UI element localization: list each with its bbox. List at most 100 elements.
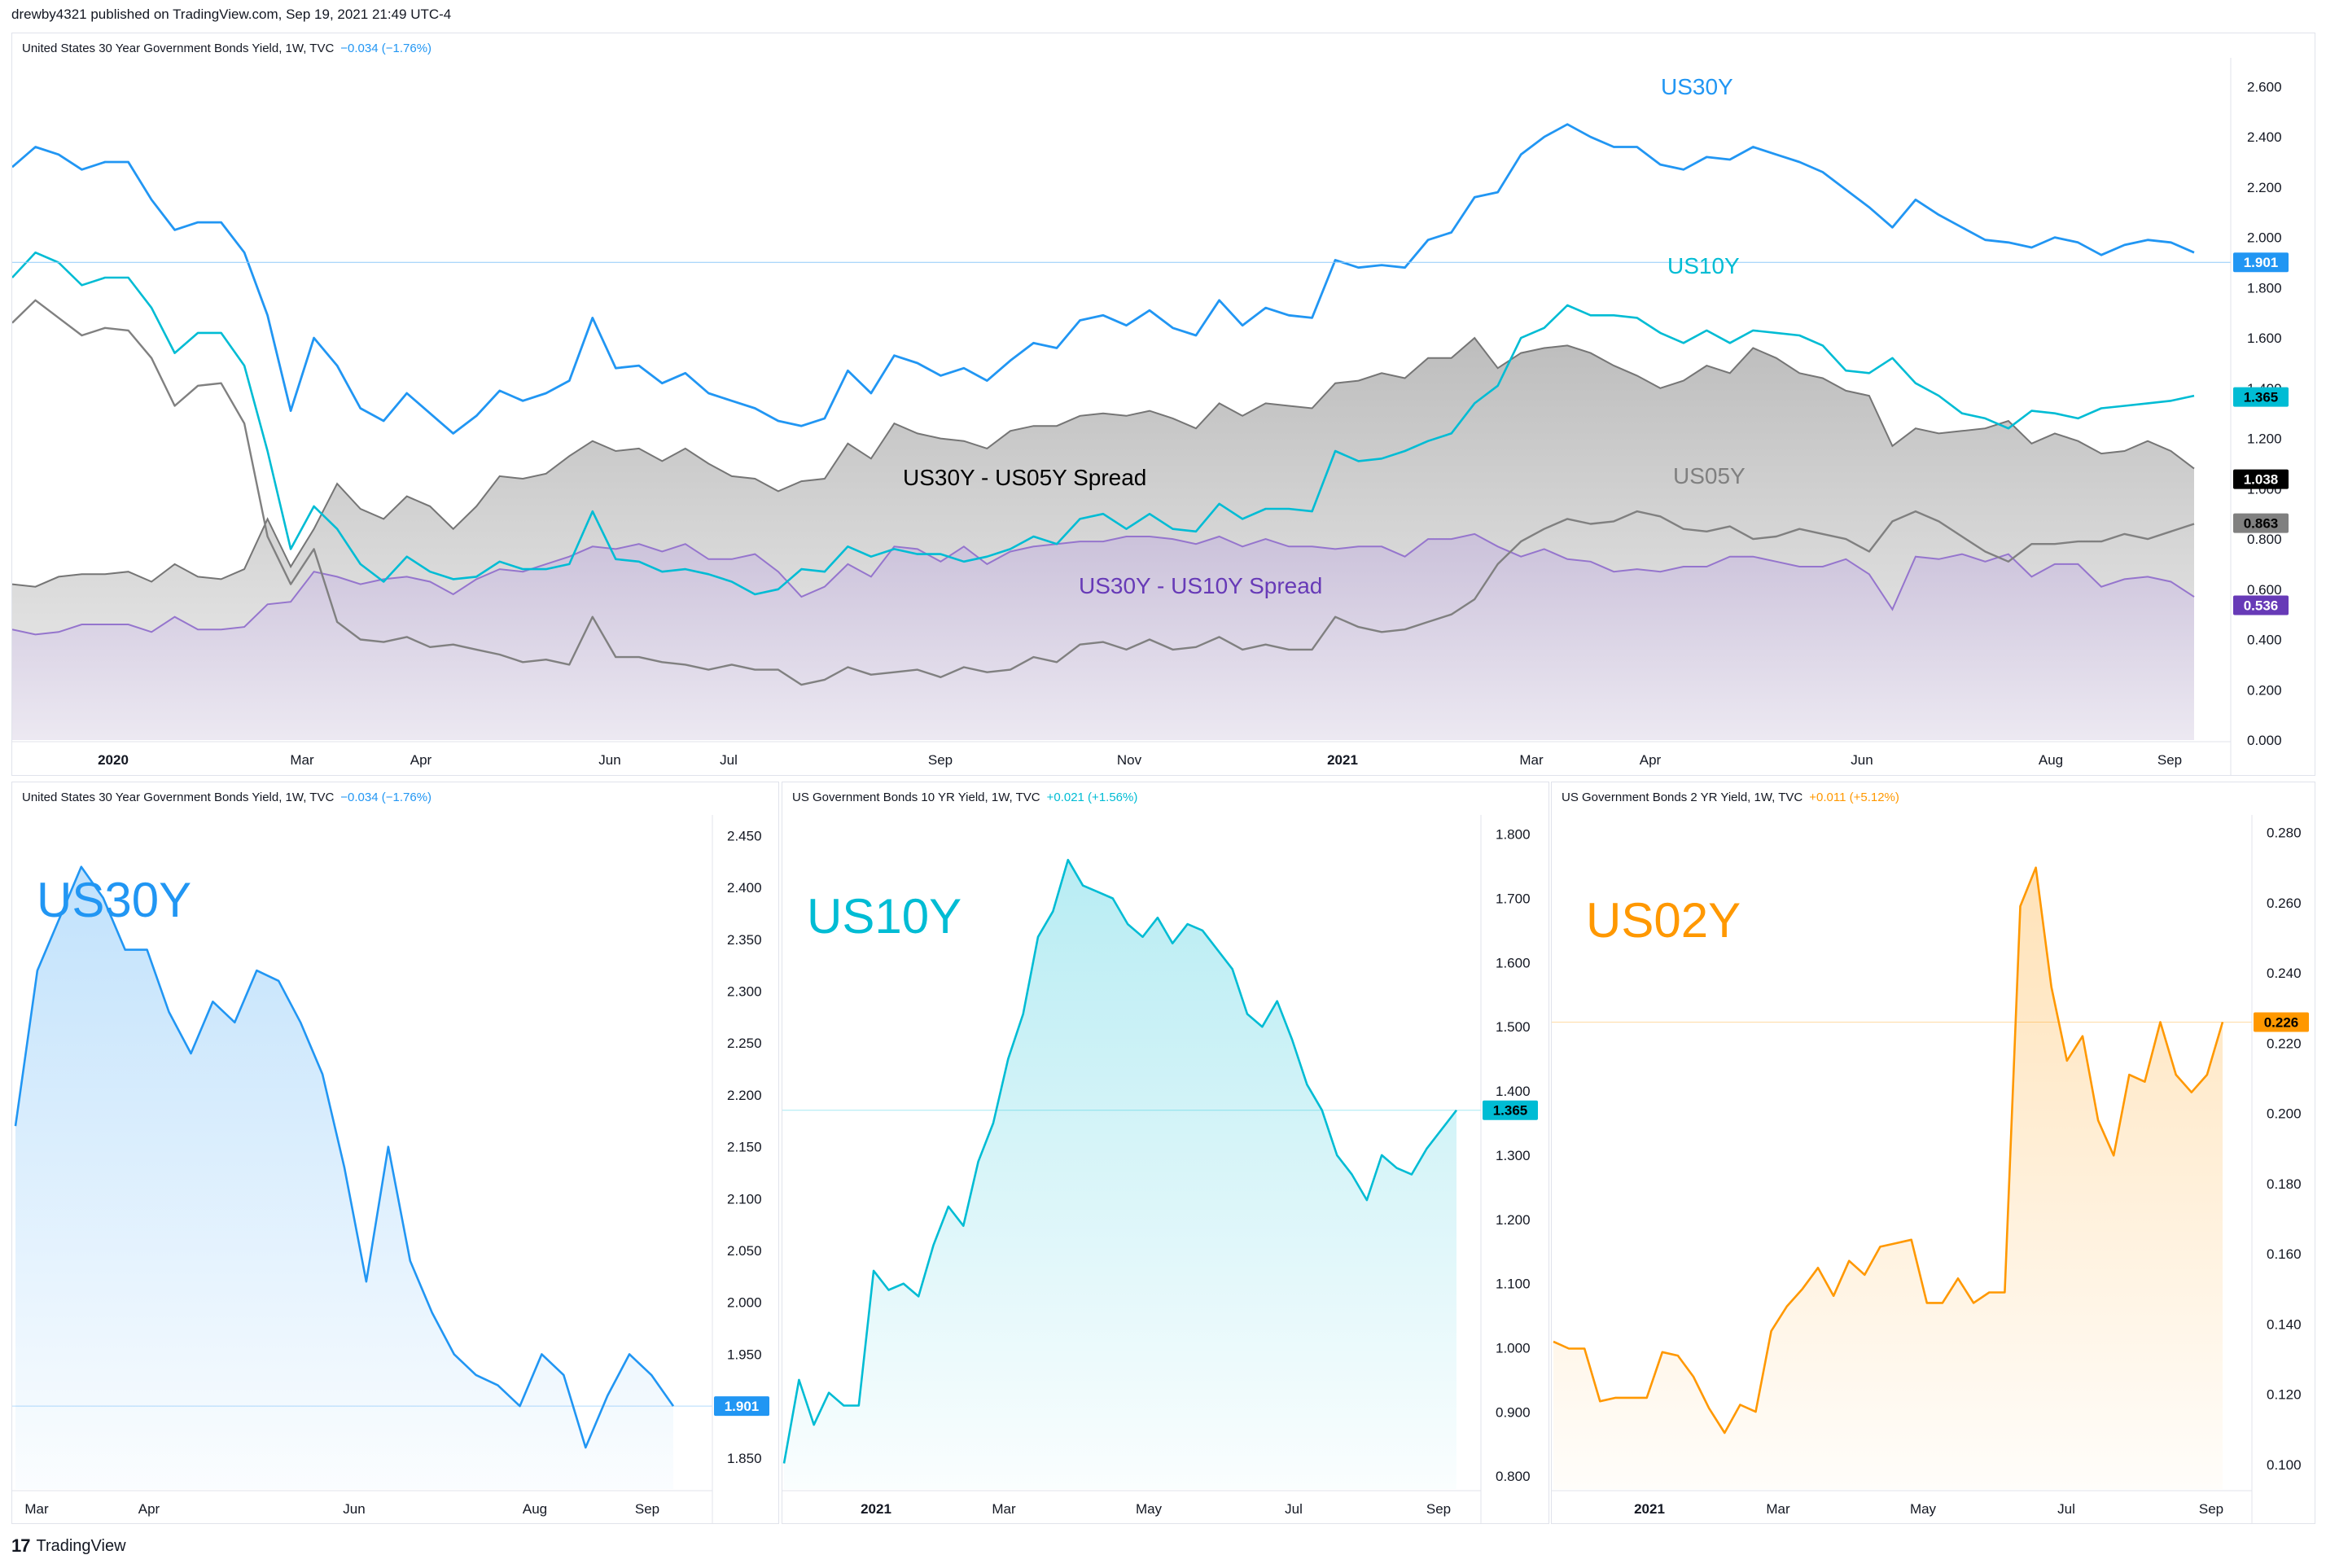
us10y-y-tick-label: 0.800 [1496, 1469, 1531, 1484]
us10y-price-tag-bg [2233, 387, 2289, 407]
us05y-price-tag: 0.863 [2244, 516, 2279, 532]
us30y-series-label: US30Y [1661, 74, 1733, 99]
us30y-chart-svg[interactable]: 1.8501.9001.9502.0002.0502.1002.1502.200… [12, 782, 778, 1523]
main-x-tick-label: Mar [1519, 752, 1544, 768]
us30y-y-tick-label: 2.050 [727, 1243, 762, 1259]
main-chart-pane[interactable]: United States 30 Year Government Bonds Y… [11, 33, 2315, 776]
us10y-y-tick-label: 1.600 [1496, 955, 1531, 970]
us02y-line [1553, 866, 2224, 1434]
us30y-y-tick-label: 2.200 [727, 1088, 762, 1103]
main-x-tick-label: Jul [720, 752, 738, 768]
us30y-y-tick-label: 2.250 [727, 1036, 762, 1051]
us30y-line [12, 123, 2195, 435]
spread10-series-label: US30Y - US10Y Spread [1079, 573, 1322, 598]
us30y-x-tick-label: Aug [523, 1501, 547, 1517]
spread05-price-tag-bg [2233, 469, 2289, 489]
spread05-series-label: US30Y - US05Y Spread [903, 465, 1146, 490]
us10y-x-tick-label: Sep [1426, 1501, 1451, 1517]
us02y-y-tick-label: 0.220 [2267, 1036, 2302, 1051]
us30y-y-tick-label: 2.450 [727, 828, 762, 843]
us02y-x-tick-label: Sep [2199, 1501, 2223, 1517]
us10y-price-tag: 1.365 [2244, 390, 2279, 405]
us30y-pane[interactable]: United States 30 Year Government Bonds Y… [11, 782, 779, 1524]
us02y-y-tick-label: 0.160 [2267, 1246, 2302, 1262]
main-y-tick-label: 2.200 [2247, 180, 2282, 195]
us10y-y-tick-label: 1.400 [1496, 1084, 1531, 1099]
us30y-area [15, 866, 673, 1489]
main-x-tick-label: Sep [928, 752, 953, 768]
us10y-pane-title: US Government Bonds 10 YR Yield, 1W, TVC… [792, 791, 1137, 804]
us10y-price-tag-bg [1483, 1100, 1538, 1120]
main-y-tick-label: 0.800 [2247, 532, 2282, 547]
us02y-pane[interactable]: US Government Bonds 2 YR Yield, 1W, TVC +… [1551, 782, 2315, 1524]
us30y-y-tick-label: 1.950 [727, 1347, 762, 1362]
us02y-x-tick-label: 2021 [1634, 1501, 1665, 1517]
us30y-price-tag: 1.901 [2244, 255, 2279, 270]
main-symbol-title: United States 30 Year Government Bonds Y… [22, 42, 335, 55]
us02y-area [1553, 867, 2223, 1489]
main-y-tick-label: 0.200 [2247, 682, 2282, 698]
us10y-x-tick-label: 2021 [861, 1501, 891, 1517]
main-y-tick-label: 0.400 [2247, 633, 2282, 648]
main-y-tick-label: 0.600 [2247, 582, 2282, 598]
us10y-chart-svg[interactable]: 0.800 0.900 1.000 1.100 1.200 1.300 1.400 1.500… [782, 782, 1548, 1523]
us30y-y-tick-label: 2.100 [727, 1191, 762, 1207]
us10y-area [784, 860, 1456, 1489]
us02y-change: +0.011 (+5.12%) [1809, 791, 1899, 804]
spread-30y-10y-area [12, 533, 2194, 740]
tradingview-logo-icon: 17 [11, 1535, 31, 1556]
us02y-y-tick-label: 0.140 [2267, 1316, 2302, 1332]
spread10-price-tag-bg [2233, 595, 2289, 615]
us10y-change: +0.021 (+1.56%) [1046, 791, 1138, 804]
us30y-symbol-title: United States 30 Year Government Bonds Y… [22, 791, 335, 804]
us02y-symbol-title: US Government Bonds 2 YR Yield, 1W, TVC [1562, 791, 1803, 804]
main-x-tick-label: Apr [1640, 752, 1662, 768]
main-pane-title: United States 30 Year Government Bonds Y… [22, 42, 431, 55]
us02y-big-label: US02Y [1586, 893, 1741, 948]
us10y-symbol-title: US Government Bonds 10 YR Yield, 1W, TVC [792, 791, 1040, 804]
spread-30y-10y-line [12, 532, 2195, 636]
us10y-line [12, 251, 2195, 596]
us10y-x-tick-label: Jul [1285, 1501, 1303, 1517]
main-x-tick-label: 2021 [1327, 752, 1358, 768]
us02y-price-tag: 0.226 [2264, 1014, 2299, 1030]
us30y-change: −0.034 (−1.76%) [340, 791, 432, 804]
us30y-y-tick-label: 2.400 [727, 880, 762, 896]
us30y-y-tick-label: 2.000 [727, 1295, 762, 1311]
main-x-tick-label: Jun [598, 752, 620, 768]
us10y-series-label: US10Y [1667, 253, 1740, 278]
main-x-tick-label: Apr [410, 752, 432, 768]
us02y-y-tick-label: 0.120 [2267, 1387, 2302, 1403]
us30y-price-tag: 1.901 [725, 1399, 760, 1414]
us30y-x-tick-label: Mar [24, 1501, 49, 1517]
us30y-y-tick-label: 2.300 [727, 984, 762, 1000]
us30y-y-tick-label: 2.150 [727, 1140, 762, 1155]
main-y-tick-label: 2.000 [2247, 230, 2282, 246]
spread10-price-tag: 0.536 [2244, 598, 2279, 614]
tradingview-footer[interactable]: 17 TradingView [11, 1535, 126, 1557]
main-y-tick-label: 2.400 [2247, 129, 2282, 145]
main-y-tick-label: 1.800 [2247, 280, 2282, 296]
us02y-y-tick-label: 0.260 [2267, 896, 2302, 911]
us10y-y-tick-label: 1.200 [1496, 1212, 1531, 1228]
main-y-tick-label: 1.600 [2247, 331, 2282, 346]
us30y-price-tag-bg [714, 1396, 769, 1417]
us10y-pane[interactable]: US Government Bonds 10 YR Yield, 1W, TVC… [782, 782, 1549, 1524]
tradingview-brand: TradingView [36, 1536, 126, 1555]
us02y-y-tick-label: 0.100 [2267, 1457, 2302, 1473]
us10y-big-label: US10Y [807, 889, 962, 944]
main-chart-svg[interactable]: 0.0000.2000.4000.6000.8001.0001.2001.400… [12, 33, 2315, 775]
us10y-y-tick-label: 1.300 [1496, 1148, 1531, 1163]
main-x-tick-label: Jun [1851, 752, 1873, 768]
us30y-x-tick-label: Jun [343, 1501, 365, 1517]
main-x-tick-label: Sep [2157, 752, 2182, 768]
us30y-x-tick-label: Apr [138, 1501, 160, 1517]
us05y-line [12, 299, 2195, 686]
us10y-y-tick-label: 0.900 [1496, 1404, 1531, 1420]
main-y-tick-label: 1.200 [2247, 431, 2282, 447]
us02y-price-tag-bg [2254, 1012, 2309, 1032]
us10y-price-tag: 1.365 [1493, 1103, 1528, 1119]
us02y-chart-svg[interactable]: 0.100 0.120 0.140 0.160 0.180 0.200 0.220 0.240… [1552, 782, 2315, 1523]
us10y-y-tick-label: 1.700 [1496, 891, 1531, 907]
us10y-y-tick-label: 1.800 [1496, 827, 1531, 843]
